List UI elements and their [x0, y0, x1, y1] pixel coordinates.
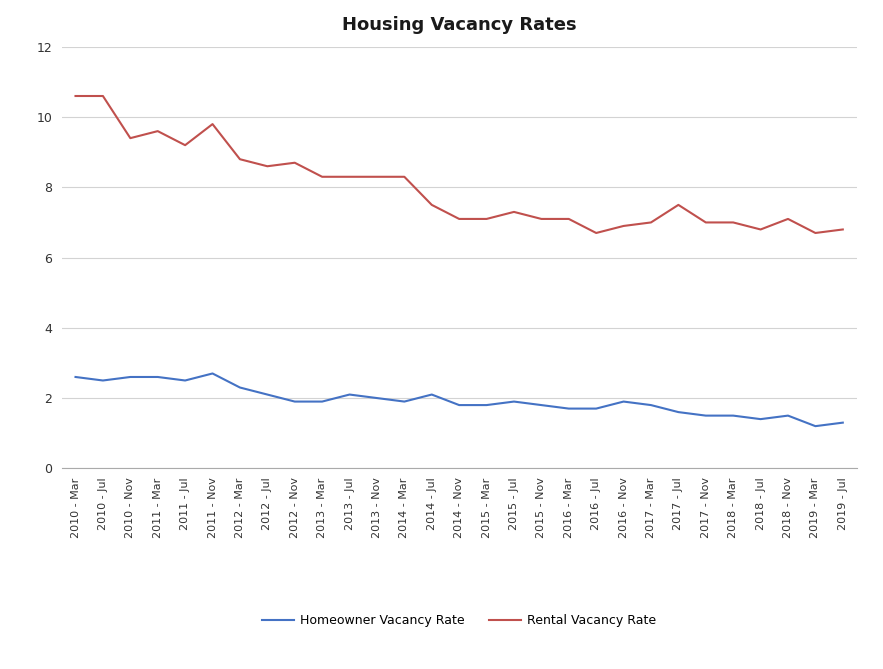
- Homeowner Vacancy Rate: [509, 397, 519, 405]
- Rental Vacancy Rate: [180, 141, 191, 149]
- Homeowner Vacancy Rate: [481, 401, 492, 409]
- Homeowner Vacancy Rate: [810, 422, 820, 430]
- Rental Vacancy Rate: [235, 155, 245, 163]
- Homeowner Vacancy Rate: [700, 411, 711, 419]
- Homeowner Vacancy Rate: [98, 377, 109, 385]
- Rental Vacancy Rate: [454, 215, 464, 223]
- Homeowner Vacancy Rate: [235, 383, 245, 391]
- Homeowner Vacancy Rate: [262, 391, 273, 399]
- Rental Vacancy Rate: [372, 173, 382, 181]
- Rental Vacancy Rate: [344, 173, 355, 181]
- Homeowner Vacancy Rate: [645, 401, 656, 409]
- Homeowner Vacancy Rate: [673, 408, 683, 416]
- Line: Rental Vacancy Rate: Rental Vacancy Rate: [76, 96, 842, 233]
- Rental Vacancy Rate: [290, 159, 300, 167]
- Homeowner Vacancy Rate: [208, 369, 218, 377]
- Homeowner Vacancy Rate: [563, 405, 574, 413]
- Rental Vacancy Rate: [98, 92, 109, 100]
- Homeowner Vacancy Rate: [344, 391, 355, 399]
- Rental Vacancy Rate: [426, 201, 437, 209]
- Rental Vacancy Rate: [591, 229, 601, 237]
- Homeowner Vacancy Rate: [536, 401, 547, 409]
- Homeowner Vacancy Rate: [755, 415, 766, 423]
- Homeowner Vacancy Rate: [180, 377, 191, 385]
- Rental Vacancy Rate: [153, 127, 163, 135]
- Rental Vacancy Rate: [563, 215, 574, 223]
- Rental Vacancy Rate: [700, 218, 711, 226]
- Rental Vacancy Rate: [509, 208, 519, 216]
- Legend: Homeowner Vacancy Rate, Rental Vacancy Rate: Homeowner Vacancy Rate, Rental Vacancy R…: [257, 609, 661, 632]
- Rental Vacancy Rate: [125, 134, 136, 142]
- Homeowner Vacancy Rate: [317, 397, 328, 405]
- Rental Vacancy Rate: [399, 173, 410, 181]
- Rental Vacancy Rate: [810, 229, 820, 237]
- Homeowner Vacancy Rate: [454, 401, 464, 409]
- Rental Vacancy Rate: [536, 215, 547, 223]
- Line: Homeowner Vacancy Rate: Homeowner Vacancy Rate: [76, 373, 842, 426]
- Rental Vacancy Rate: [618, 222, 629, 230]
- Rental Vacancy Rate: [262, 162, 273, 170]
- Homeowner Vacancy Rate: [618, 397, 629, 405]
- Homeowner Vacancy Rate: [837, 419, 848, 427]
- Rental Vacancy Rate: [71, 92, 81, 100]
- Rental Vacancy Rate: [728, 218, 738, 226]
- Rental Vacancy Rate: [782, 215, 793, 223]
- Homeowner Vacancy Rate: [71, 373, 81, 381]
- Rental Vacancy Rate: [755, 225, 766, 233]
- Homeowner Vacancy Rate: [153, 373, 163, 381]
- Homeowner Vacancy Rate: [125, 373, 136, 381]
- Rental Vacancy Rate: [673, 201, 683, 209]
- Homeowner Vacancy Rate: [399, 397, 410, 405]
- Rental Vacancy Rate: [837, 225, 848, 233]
- Homeowner Vacancy Rate: [782, 411, 793, 419]
- Rental Vacancy Rate: [208, 120, 218, 128]
- Homeowner Vacancy Rate: [591, 405, 601, 413]
- Rental Vacancy Rate: [317, 173, 328, 181]
- Homeowner Vacancy Rate: [426, 391, 437, 399]
- Homeowner Vacancy Rate: [372, 394, 382, 402]
- Title: Housing Vacancy Rates: Housing Vacancy Rates: [342, 16, 577, 34]
- Homeowner Vacancy Rate: [290, 397, 300, 405]
- Rental Vacancy Rate: [645, 218, 656, 226]
- Rental Vacancy Rate: [481, 215, 492, 223]
- Homeowner Vacancy Rate: [728, 411, 738, 419]
